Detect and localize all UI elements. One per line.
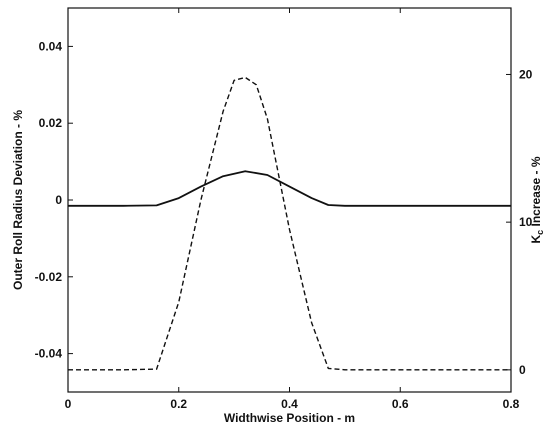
x-tick-label: 0.2 [170, 397, 187, 411]
y-right-tick-labels: 20 10 0 [519, 67, 533, 376]
y-right-tick-label: 10 [519, 215, 533, 229]
y-left-axis-title: Outer Roll Radius Deviation - % [11, 110, 25, 290]
y-left-tick-label: -0.02 [35, 270, 63, 284]
x-tick-label: 0.8 [503, 397, 520, 411]
y-right-title-suffix: Increase - % [529, 156, 543, 230]
y-left-tick-label: 0.02 [39, 116, 63, 130]
series-line-solid [68, 170, 511, 207]
x-tick-label: 0.6 [392, 397, 409, 411]
x-axis-title: Widthwise Position - m [224, 411, 355, 425]
tick-marks [67, 8, 512, 392]
x-tick-labels: 0 0.2 0.4 0.6 0.8 [65, 397, 520, 411]
series-lines [68, 76, 511, 371]
y-right-tick-label: 20 [519, 67, 533, 81]
y-right-title-main: K [529, 235, 543, 244]
y-left-tick-labels: 0.04 0.02 0 -0.02 -0.04 [35, 39, 63, 360]
y-right-tick-label: 0 [519, 363, 526, 377]
series-line-dashed [68, 76, 511, 371]
x-tick-label: 0.4 [281, 397, 298, 411]
y-right-axis-title: Kc Increase - % [529, 156, 545, 243]
y-left-tick-label: 0 [55, 193, 62, 207]
y-left-tick-label: -0.04 [35, 347, 63, 361]
y-right-title-subscript: c [535, 230, 545, 235]
x-tick-label: 0 [65, 397, 72, 411]
plot-frame [67, 7, 512, 393]
y-left-tick-label: 0.04 [39, 39, 63, 53]
